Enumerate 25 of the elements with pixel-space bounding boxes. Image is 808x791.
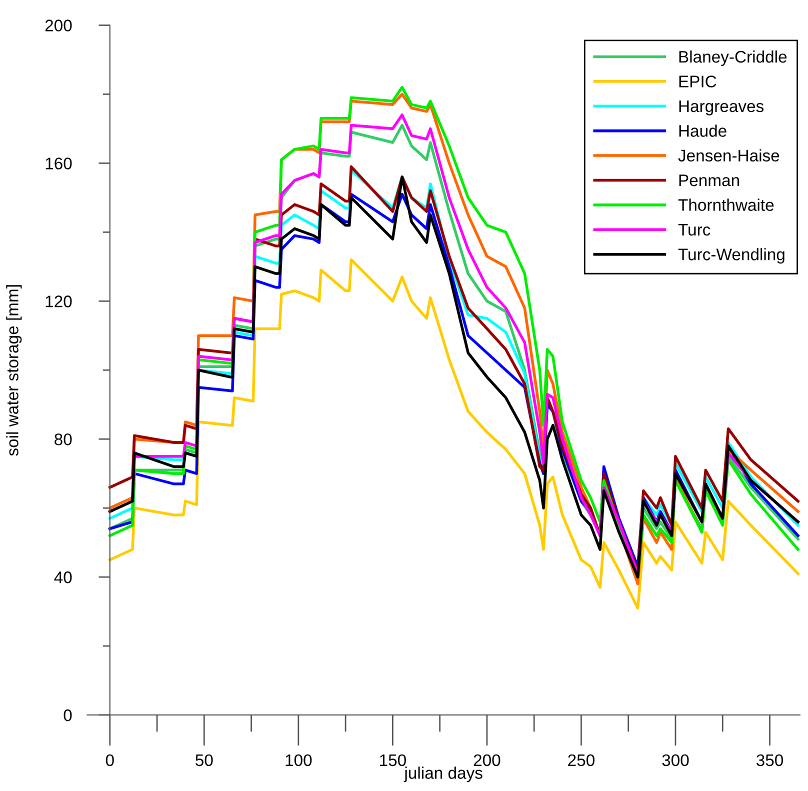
x-tick-label: 350 — [756, 754, 784, 766]
x-tick-label: 100 — [286, 754, 312, 766]
legend-label: Turc — [678, 224, 710, 236]
y-tick-label: 80 — [54, 433, 72, 446]
y-axis-title: soil water storage [mm] — [6, 285, 22, 456]
x-tick-label: 250 — [568, 754, 594, 766]
legend-label: Jensen-Haise — [678, 149, 780, 162]
x-tick-label: 150 — [380, 754, 406, 766]
y-tick-label: 40 — [54, 571, 72, 584]
legend-label: Hargreaves — [679, 100, 764, 116]
legend-label: Blaney-Criddle — [679, 50, 787, 66]
legend-label: Turc-Wendling — [678, 248, 784, 264]
x-tick-label: 300 — [662, 754, 689, 766]
y-tick-label: 160 — [46, 158, 72, 170]
legend-label: Thornthwaite — [678, 198, 774, 211]
y-tick-label: 200 — [45, 20, 72, 32]
x-tick-label: 50 — [196, 754, 213, 766]
x-tick-label: 0 — [106, 754, 114, 766]
x-axis-title: julian days — [404, 766, 482, 782]
y-tick-label: 0 — [64, 709, 72, 722]
legend-label: Haude — [679, 124, 726, 137]
y-tick-label: 120 — [46, 296, 72, 308]
x-tick-label: 200 — [474, 754, 500, 766]
legend-label: EPIC — [679, 76, 716, 88]
legend-label: Penman — [679, 174, 739, 186]
